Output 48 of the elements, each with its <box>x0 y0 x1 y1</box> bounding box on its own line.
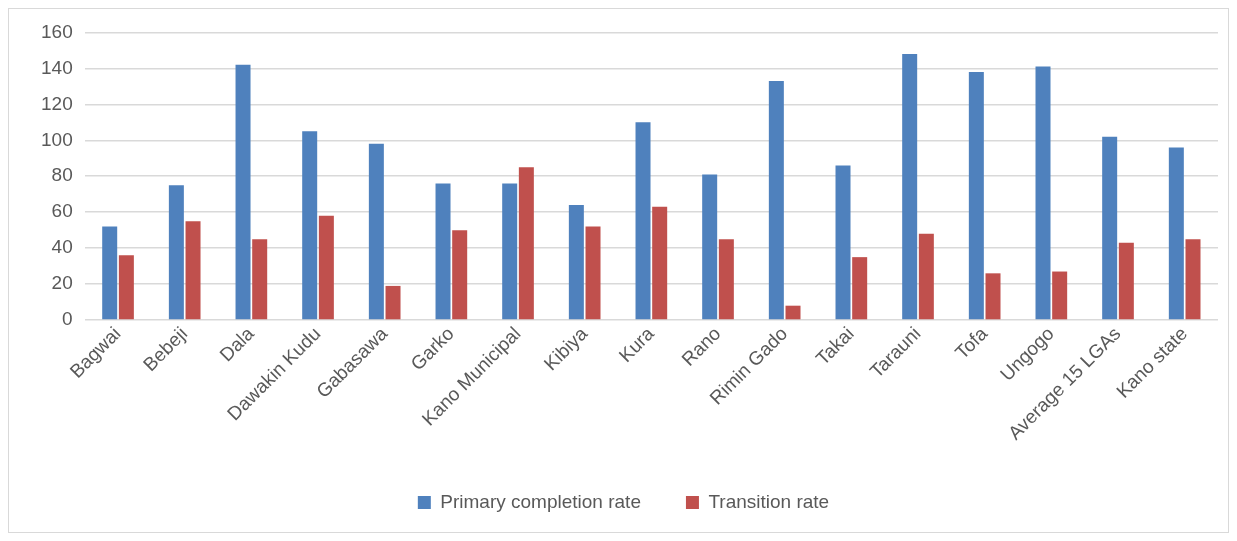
bar <box>652 206 668 320</box>
bar <box>635 122 651 320</box>
bar <box>1035 66 1051 320</box>
bar <box>1185 239 1201 320</box>
bar <box>835 165 851 320</box>
bar <box>502 183 518 320</box>
bar <box>852 257 868 320</box>
bar <box>252 239 268 320</box>
legend-label: Transition rate <box>708 490 830 512</box>
y-tick-label: 160 <box>41 20 73 42</box>
bar <box>452 230 468 320</box>
bar <box>435 183 451 320</box>
y-tick-label: 80 <box>51 164 73 186</box>
bar <box>702 174 718 320</box>
bar <box>1052 271 1068 320</box>
bar <box>902 53 918 320</box>
bar <box>118 255 134 320</box>
y-tick-label: 120 <box>41 92 73 114</box>
y-tick-label: 100 <box>41 128 73 150</box>
bar <box>585 226 601 320</box>
bar <box>168 185 184 320</box>
bar <box>235 64 251 320</box>
bar <box>785 305 801 320</box>
bar <box>1118 242 1134 320</box>
bar <box>968 71 984 320</box>
bar <box>568 205 584 320</box>
y-tick-label: 40 <box>51 236 73 258</box>
y-tick-label: 60 <box>51 200 73 222</box>
bar <box>518 167 534 320</box>
bar <box>368 143 384 320</box>
x-tick-label: Kura <box>614 322 659 367</box>
bar <box>768 80 784 320</box>
y-tick-label: 140 <box>41 56 73 78</box>
bar <box>385 285 401 320</box>
bar <box>718 239 734 320</box>
legend-label: Primary completion rate <box>440 490 641 512</box>
x-tick-label: Tofa <box>950 322 992 364</box>
x-tick-label: Dala <box>215 322 259 366</box>
y-tick-label: 20 <box>51 272 73 294</box>
bar <box>302 131 318 320</box>
y-tick-label: 0 <box>62 308 73 330</box>
bar <box>918 233 934 320</box>
bar <box>1168 147 1184 320</box>
bar <box>985 273 1001 320</box>
bar <box>318 215 334 320</box>
bar <box>185 221 201 320</box>
bar <box>1102 136 1118 320</box>
bar <box>102 226 118 320</box>
